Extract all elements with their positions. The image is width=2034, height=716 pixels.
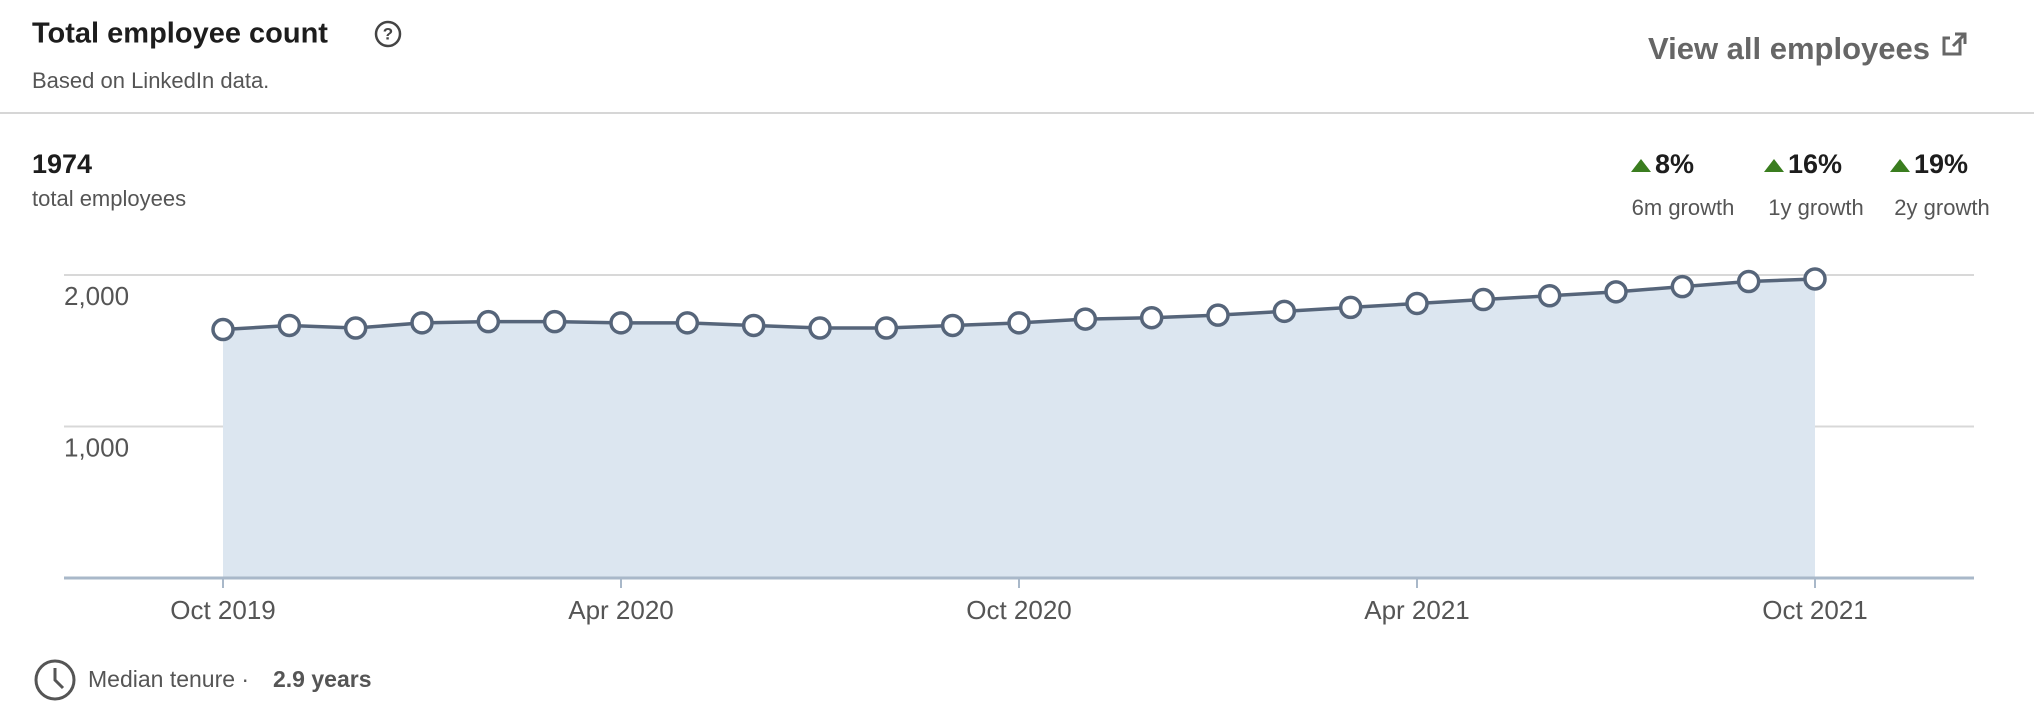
point [609, 311, 633, 335]
subtitle: Based on LinkedIn data. [32, 68, 269, 93]
point [476, 309, 501, 334]
point [1537, 284, 1562, 308]
growth-label: 2y growth [1894, 195, 1989, 220]
point [1670, 274, 1695, 299]
point [1736, 269, 1761, 294]
point [410, 311, 434, 335]
x-tick-label: Oct 2020 [966, 595, 1072, 625]
x-tick-label: Oct 2021 [1762, 595, 1868, 625]
total-label: total employees [32, 186, 186, 211]
tenure-value: 2.9 years [273, 666, 371, 692]
x-tick-label: Apr 2020 [568, 595, 674, 625]
growth-value: 8% [1655, 149, 1694, 179]
title: Total employee count [32, 18, 328, 50]
point [874, 316, 899, 340]
point [808, 316, 832, 340]
point [675, 311, 700, 335]
point [277, 313, 302, 338]
view-all-link[interactable]: View all employees [1648, 31, 1930, 66]
tenure-label: Median tenure · [88, 666, 249, 692]
point [542, 309, 567, 334]
point [1803, 267, 1827, 291]
growth-arrow [1764, 159, 1784, 172]
point [940, 313, 965, 338]
growth-value: 19% [1914, 149, 1968, 179]
growth-label: 1y growth [1768, 195, 1863, 220]
point [1206, 303, 1230, 327]
point [1007, 311, 1031, 335]
y-tick-label: 2,000 [64, 281, 129, 311]
point [343, 316, 368, 340]
point [211, 317, 235, 342]
point [1073, 307, 1098, 331]
growth-label: 6m growth [1632, 195, 1735, 220]
external-icon[interactable] [1942, 32, 1967, 56]
y-tick-label: 1,000 [64, 432, 129, 462]
x-tick-label: Apr 2021 [1364, 595, 1470, 625]
area [223, 278, 1815, 578]
growth-value: 16% [1788, 149, 1842, 179]
growth-arrow [1631, 159, 1651, 172]
help-icon[interactable]: ? [374, 20, 402, 48]
point [1405, 291, 1429, 316]
growth-arrow [1890, 159, 1910, 172]
clock-icon [34, 659, 76, 701]
point [1604, 280, 1628, 304]
point [1471, 287, 1496, 312]
point [1139, 305, 1164, 330]
total-count: 1974 [32, 149, 92, 179]
x-tick-label: Oct 2019 [170, 595, 276, 625]
svg-text:?: ? [383, 24, 393, 43]
point [741, 313, 766, 338]
point [1338, 295, 1363, 320]
point [1272, 299, 1297, 324]
